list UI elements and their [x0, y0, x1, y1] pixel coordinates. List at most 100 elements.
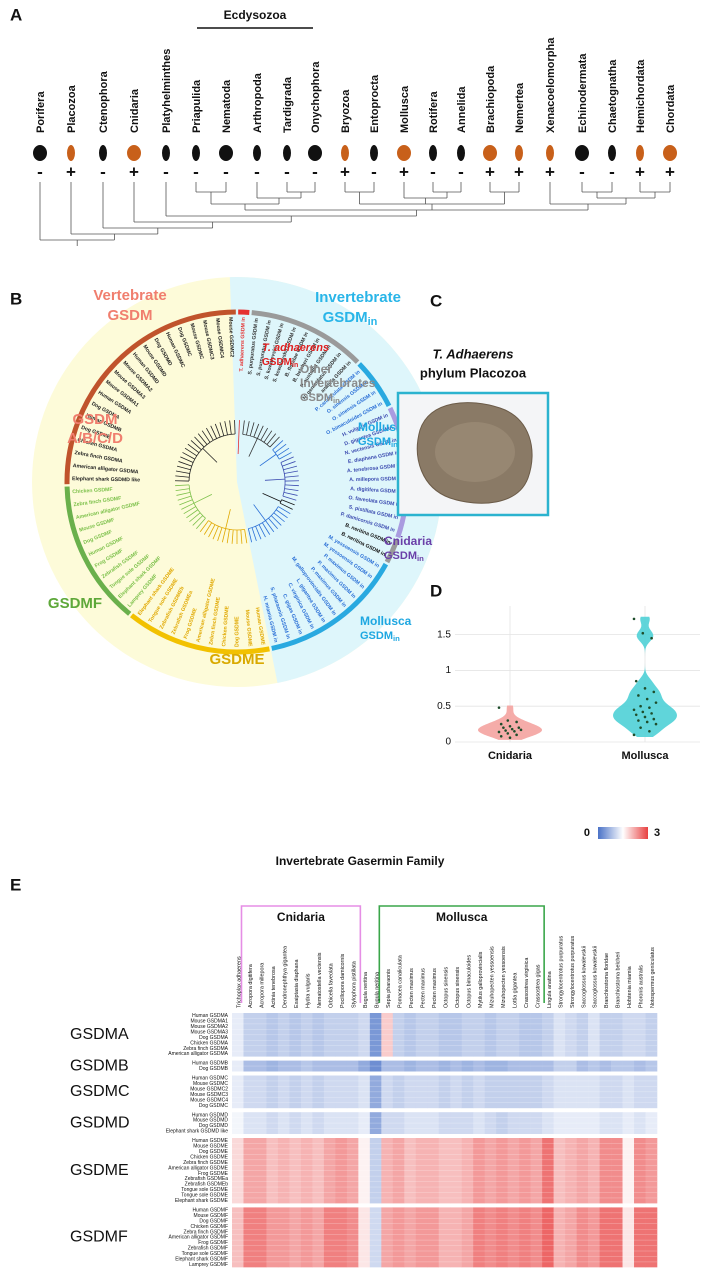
row-label: Mouse GSDMC4: [190, 1097, 228, 1103]
tree-branch: [193, 494, 213, 504]
phylum-icon: [253, 145, 261, 161]
tree-branch: [274, 443, 287, 454]
phylum-name: Rotifera: [428, 91, 440, 133]
row-label: American alligator GSDMA: [168, 1051, 228, 1057]
vertebrate-title: Vertebrate: [93, 287, 166, 304]
tree-branch: [201, 430, 211, 443]
heatmap-cell: [484, 1207, 497, 1268]
row-group-label: GSDMA: [70, 1026, 129, 1043]
column-label: Pecten maximus: [420, 968, 426, 1008]
column-label: Strongylocentrotus purpuratus: [558, 935, 564, 1008]
column-label: Pomacea canaliculata: [397, 955, 403, 1008]
tree-branch: [203, 522, 212, 535]
column-label: Exaiptasia diaphana: [294, 959, 300, 1008]
tree-branch: [256, 425, 264, 439]
label-main: GSDM: [384, 550, 417, 562]
tree-branch: [196, 517, 206, 530]
heatmap-cell: [381, 1207, 394, 1268]
column-label: Acropora digitifera: [248, 964, 254, 1008]
leaf-label: Mouse GSDMC2: [227, 317, 235, 357]
column-label: Hofstenia miamia: [627, 966, 633, 1008]
data-point: [641, 631, 645, 635]
column-label: Pocillopora damicornis: [340, 953, 346, 1008]
row-label: Dog GSDME: [199, 1149, 229, 1155]
row-label: Human GSDME: [192, 1138, 229, 1144]
tree-branch: [237, 434, 240, 455]
tree-branch: [176, 492, 191, 496]
data-point: [497, 706, 501, 709]
x-tick-label: Cnidaria: [488, 750, 533, 762]
row-label: Dog GSDMB: [199, 1066, 229, 1072]
heatmap-cell: [622, 1207, 635, 1268]
tree-branch: [206, 427, 214, 441]
data-point: [648, 706, 651, 709]
tree-branch: [275, 509, 288, 519]
colorbar-label: 3: [654, 827, 660, 839]
row-label: Zebra finch GSDMF: [184, 1229, 228, 1235]
column-label: Strongylocentrotus purpuratus: [570, 935, 576, 1008]
heatmap-cell: [358, 1207, 371, 1268]
presence-sign: -: [609, 162, 615, 181]
data-point: [645, 697, 649, 701]
violin: [613, 616, 677, 737]
tree-branch: [270, 515, 282, 526]
column-label: Nematostella vectensis: [317, 952, 323, 1008]
specimen-title: T. Adhaerens: [433, 346, 514, 361]
violin: [478, 705, 542, 740]
data-point: [652, 690, 656, 694]
row-label: Elephant shark GSDME: [175, 1198, 229, 1204]
presence-sign: +: [635, 162, 645, 181]
heatmap-cell: [576, 1207, 589, 1268]
tree-branch: [266, 433, 277, 445]
tree-branch: [262, 492, 282, 502]
heatmap-cell: [530, 1207, 543, 1268]
heatmap-cell: [415, 1207, 428, 1268]
tree-branch: [273, 512, 285, 523]
phylum-name: Chaetognatha: [607, 59, 619, 133]
phylum-name: Annelida: [456, 86, 468, 133]
leaf-label: A. digitifera GSDM in: [350, 486, 402, 495]
label-sub: in: [292, 362, 298, 369]
row-label: Tongue sole GSDMF: [182, 1251, 228, 1257]
leaf-label: Chicken GSDMF: [72, 487, 113, 495]
tree-branch: [284, 488, 299, 491]
tree-branch: [248, 438, 258, 457]
data-point: [643, 715, 647, 719]
tree-branch: [175, 484, 190, 487]
heatmap-cell: [277, 1207, 290, 1268]
y-tick-label: 1: [445, 665, 451, 676]
tree-branch: [272, 440, 284, 451]
column-label: Actinia tenebrosa: [271, 966, 277, 1008]
label-main: GSDM: [300, 392, 333, 404]
phylum-icon: [33, 145, 47, 161]
vertebrate-title: GSDM: [108, 307, 153, 324]
phylum-icon: [663, 145, 677, 161]
data-point: [650, 636, 653, 640]
column-label: Pecten maximus: [432, 968, 438, 1008]
tree-branch: [229, 420, 232, 435]
tree-branch: [180, 456, 194, 463]
heatmap-title: Invertebrate Gasermin Family: [276, 854, 445, 868]
tree-branch: [178, 461, 192, 467]
invertebrate-title: GSDMin: [323, 309, 378, 328]
row-group-label: GSDMF: [70, 1229, 128, 1246]
row-label: Mouse GSDMF: [194, 1213, 228, 1219]
data-point: [654, 701, 658, 704]
tree-branch: [221, 528, 227, 543]
row-label: Mouse GSDMA2: [190, 1024, 228, 1030]
heatmap-cell: [346, 1207, 359, 1268]
y-tick-label: 0: [445, 737, 451, 748]
tree-branch: [263, 430, 273, 443]
presence-sign: -: [458, 162, 464, 181]
tree-branch: [280, 456, 294, 463]
row-label: Zebrafish GSDMF: [188, 1246, 228, 1252]
tree-branch: [224, 421, 228, 436]
data-point: [497, 730, 501, 734]
row-label: Mouse GSDMC2: [190, 1086, 228, 1092]
data-point: [515, 733, 518, 737]
heatmap-cell: [542, 1207, 554, 1268]
column-label: Dendronephthya gigantea: [283, 946, 289, 1008]
data-point: [508, 724, 512, 728]
tree-branch: [190, 440, 202, 451]
label-main: GSDM: [262, 357, 292, 368]
